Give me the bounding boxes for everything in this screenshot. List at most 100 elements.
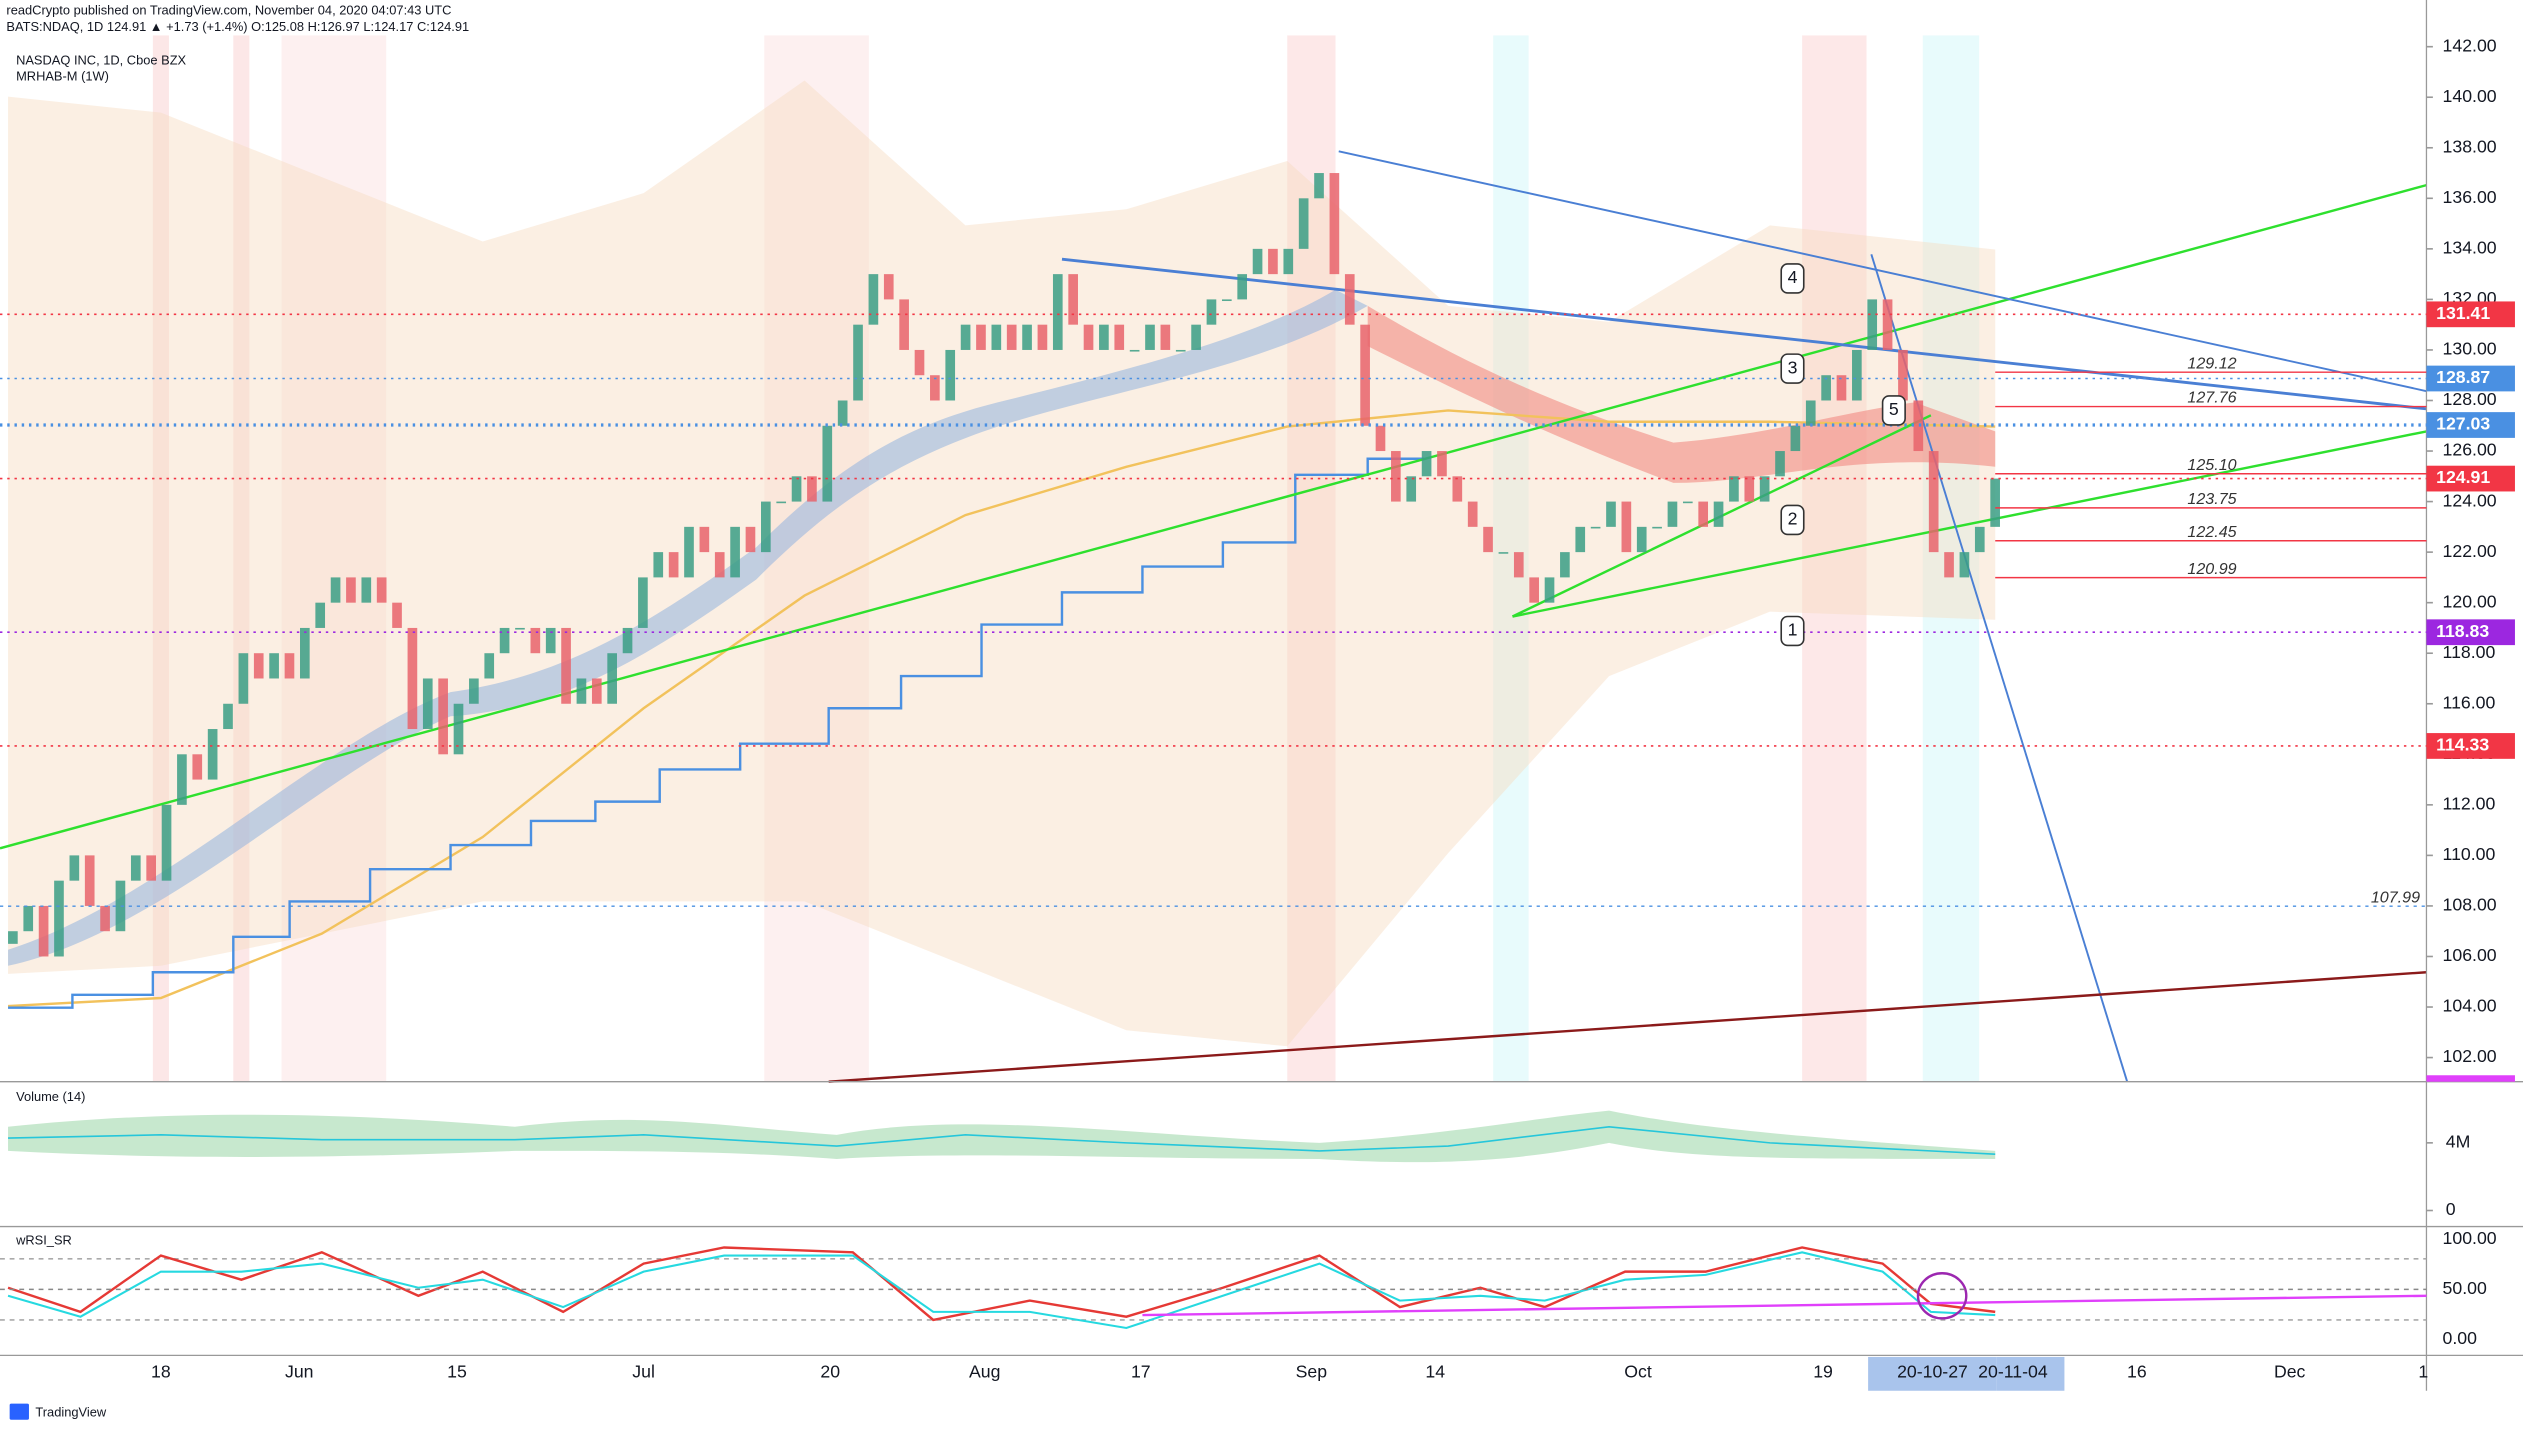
candle (1759, 476, 1770, 502)
x-tick-label: 18 (151, 1362, 171, 1382)
candle (253, 653, 264, 679)
ma-red-band (1367, 305, 1996, 483)
cloud (8, 80, 1996, 1047)
y-tick-label: 106.00 (2443, 945, 2497, 965)
candle (853, 324, 863, 401)
price-badge (2426, 365, 2515, 392)
x-tick-label: Oct (1624, 1362, 1652, 1382)
x-tick-label: Sep (1296, 1362, 1328, 1382)
candle (576, 678, 587, 704)
candle (453, 703, 464, 755)
candle (438, 678, 448, 755)
candle (1191, 324, 1201, 350)
level-label: 125.10 (2187, 456, 2236, 474)
candle (1790, 425, 1801, 452)
candle (1391, 451, 1401, 502)
candle (1237, 274, 1248, 300)
candle (1744, 476, 1755, 502)
wave-callout (1881, 395, 1906, 426)
candle (899, 299, 909, 350)
candle (407, 627, 418, 730)
y-tick-label: 138.00 (2443, 136, 2497, 156)
candle (1821, 375, 1831, 401)
wave-label: 1 (1788, 620, 1798, 640)
price-badge (2426, 619, 2515, 646)
y-tick-label: 122.00 (2443, 541, 2497, 561)
candle (1928, 451, 1939, 553)
candle (1974, 526, 1985, 553)
wave-callout (1780, 504, 1805, 536)
candle (914, 349, 925, 376)
strip (1802, 35, 1867, 1082)
y-tick-label: 110.00 (2443, 844, 2496, 864)
candle (1513, 552, 1524, 578)
candle (1882, 299, 1893, 350)
x-highlight-label: 20-11-04 (1978, 1362, 2048, 1382)
candle (54, 880, 64, 957)
candle (100, 905, 110, 932)
candle (1959, 552, 1970, 578)
candle (1283, 248, 1294, 275)
candle (192, 754, 203, 780)
candle (300, 627, 310, 679)
x-tick-label: 16 (2127, 1362, 2147, 1382)
level-label: 107.99 (2371, 888, 2420, 906)
y-tick-label: 108.00 (2443, 895, 2497, 915)
candle (115, 880, 126, 932)
candle (1913, 400, 1924, 452)
y-tick-label: 102.00 (2443, 1046, 2497, 1066)
candle (1560, 552, 1570, 578)
price-badge (2426, 733, 2515, 759)
candle (1636, 526, 1647, 553)
candle (177, 754, 187, 805)
candle (38, 905, 49, 957)
rsi-signal (7, 1251, 1996, 1330)
candle (591, 678, 602, 704)
candle (1498, 552, 1509, 554)
candle (130, 855, 141, 881)
wave-callout (1780, 353, 1805, 384)
x-tick-label: Dec (2274, 1362, 2306, 1382)
candle (1852, 349, 1862, 401)
y-tick-label: 128.00 (2443, 389, 2497, 409)
candle (1606, 501, 1616, 527)
y-tick-label: 116.00 (2443, 692, 2496, 712)
candle (515, 627, 525, 630)
candle (361, 577, 372, 603)
volume-average (8, 1125, 1996, 1155)
price-badge-label: 127.03 (2436, 414, 2490, 434)
trend-line (1061, 257, 2427, 411)
candle (776, 501, 787, 504)
level-label: 122.45 (2187, 523, 2236, 541)
candle (545, 627, 556, 654)
price-badge-label: 118.83 (2436, 621, 2489, 641)
candle (1775, 451, 1785, 477)
candle (730, 526, 740, 578)
candle (1129, 349, 1140, 352)
candle (807, 476, 817, 502)
y-tick-label: 126.00 (2443, 440, 2497, 460)
candle (161, 804, 172, 881)
candle (1713, 501, 1724, 527)
y-tick-label: 100.00 (2443, 1228, 2497, 1248)
candle (1544, 577, 1555, 603)
y-tick-label: 118.00 (2443, 642, 2496, 662)
publisher: readCrypto published on TradingView.com,… (6, 3, 451, 18)
candle (23, 905, 34, 932)
volume-title: Volume (14) (16, 1089, 85, 1104)
rsi-trend (1142, 1294, 2427, 1317)
candle (1652, 526, 1662, 529)
candle (1944, 552, 1954, 578)
candle (1729, 476, 1739, 502)
candle (883, 274, 894, 300)
candle (976, 324, 986, 350)
candle (207, 729, 218, 780)
wave-callout (1780, 615, 1805, 647)
candle (1206, 299, 1217, 325)
candle (392, 602, 402, 628)
x-tick-label: 17 (1131, 1362, 1151, 1382)
x-tick-label: Aug (969, 1362, 1000, 1382)
candle (1083, 324, 1094, 350)
candle (868, 274, 879, 325)
price-badge (2426, 301, 2515, 328)
